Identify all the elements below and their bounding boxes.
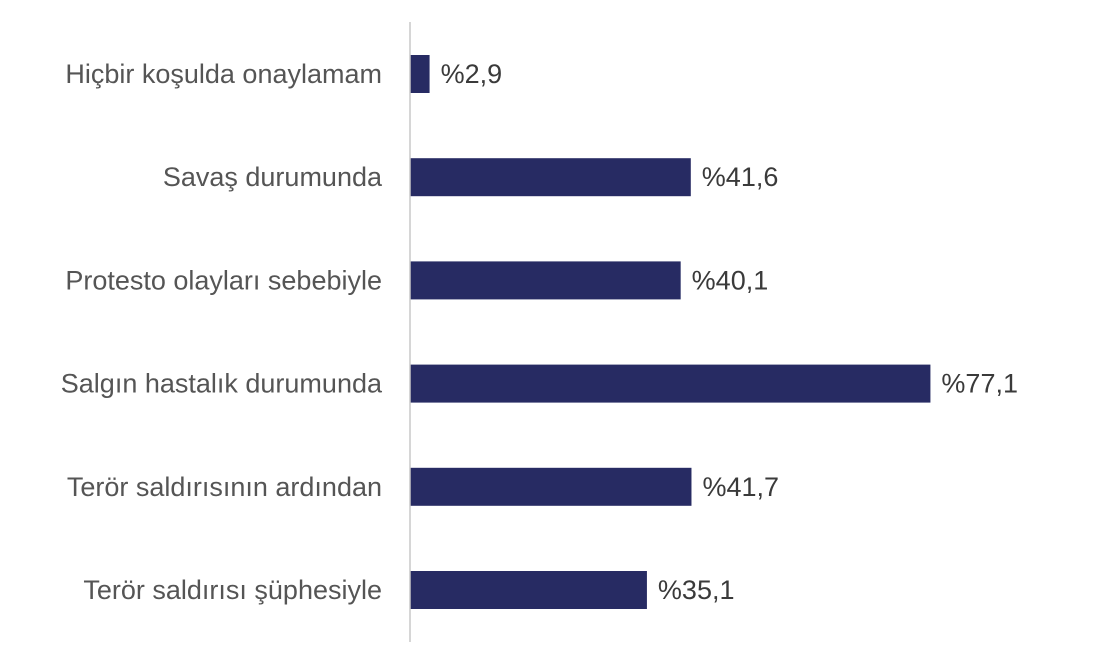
category-label: Terör saldırısı şüphesiyle: [83, 575, 382, 605]
value-label: %35,1: [658, 575, 735, 605]
bar: [410, 467, 692, 506]
bar: [410, 571, 647, 609]
value-labels: %2,9 %41,6 %40,1 %77,1 %41,7 %35,1: [441, 59, 1018, 605]
bars: [410, 55, 931, 609]
category-label: Terör saldırısının ardından: [67, 472, 382, 502]
bar: [410, 158, 691, 197]
bar: [410, 55, 430, 93]
category-label: Hiçbir koşulda onaylamam: [65, 59, 382, 89]
category-label: Salgın hastalık durumunda: [61, 369, 383, 399]
value-label: %41,6: [702, 162, 779, 192]
value-label: %2,9: [441, 59, 503, 89]
value-label: %77,1: [941, 369, 1018, 399]
bar: [410, 261, 681, 300]
bar: [410, 364, 931, 403]
category-label: Savaş durumunda: [163, 162, 383, 192]
category-labels: Hiçbir koşulda onaylamam Savaş durumunda P…: [61, 59, 383, 605]
category-label: Protesto olayları sebebiyle: [65, 265, 382, 295]
value-label: %40,1: [692, 265, 769, 295]
value-label: %41,7: [702, 472, 779, 502]
